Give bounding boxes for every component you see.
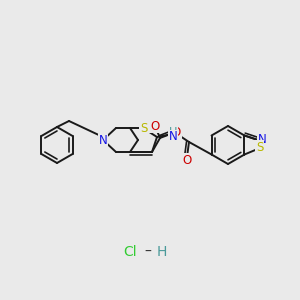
Text: Cl: Cl: [123, 245, 137, 259]
Text: O: O: [171, 127, 181, 140]
Text: N: N: [258, 133, 267, 146]
Text: O: O: [150, 119, 160, 133]
Text: O: O: [182, 154, 192, 166]
Text: S: S: [140, 122, 148, 134]
Text: S: S: [256, 141, 263, 154]
Text: N: N: [169, 130, 177, 143]
Text: H: H: [169, 127, 177, 137]
Text: –: –: [145, 245, 152, 259]
Text: N: N: [99, 134, 107, 146]
Text: H: H: [157, 245, 167, 259]
